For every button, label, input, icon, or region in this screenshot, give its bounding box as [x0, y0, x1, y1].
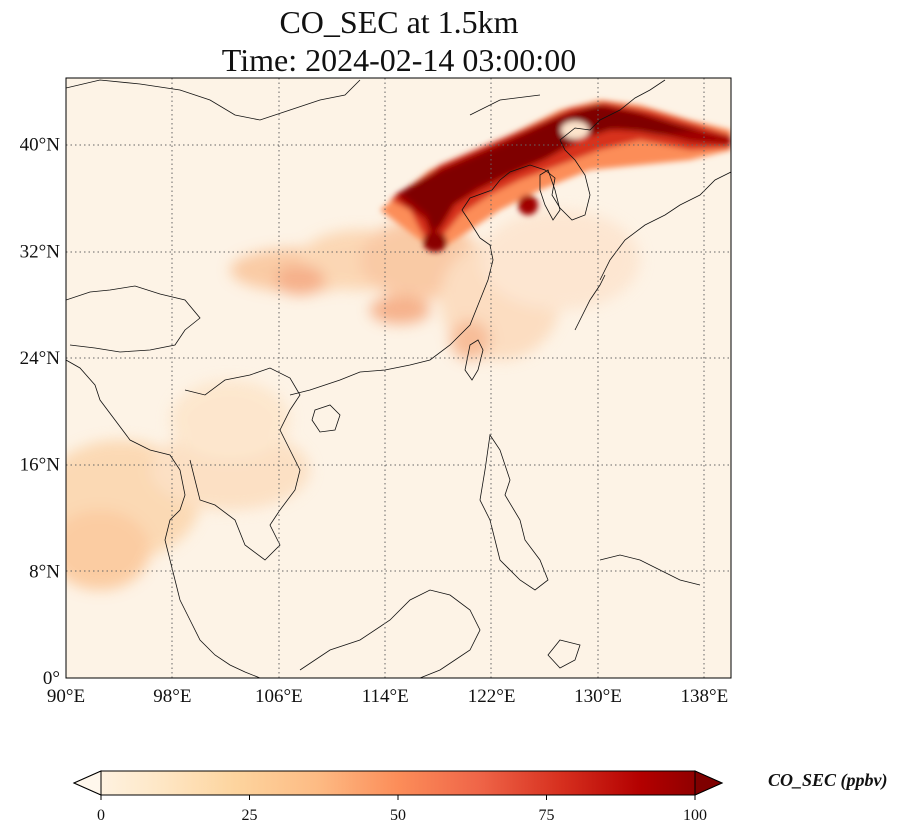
lon-tick-label: 90°E [47, 686, 85, 707]
lat-tick-label: 40°N [20, 135, 61, 156]
lat-tick-label: 8°N [29, 561, 60, 582]
colorbar-title: CO_SEC (ppbv) [768, 770, 888, 790]
coastlines [66, 79, 731, 678]
concentration-field [66, 78, 731, 678]
colorbar-gradient [72, 770, 724, 796]
colorbar-tick-label: 25 [242, 807, 258, 824]
lon-tick-label: 138°E [681, 686, 729, 707]
latitude-tick-labels: 0° 8°N 16°N 24°N 32°N 40°N [20, 135, 61, 689]
colorbar-tick-label: 75 [539, 807, 555, 824]
lon-tick-label: 122°E [468, 686, 516, 707]
colorbar-tick-label: 0 [97, 807, 105, 824]
gridlines [66, 78, 731, 678]
colorbar-tick-label: 50 [390, 807, 406, 824]
longitude-tick-labels: 90°E 98°E 106°E 114°E 122°E 130°E 138°E [47, 686, 728, 707]
lat-tick-label: 24°N [20, 348, 61, 369]
lon-tick-label: 98°E [153, 686, 191, 707]
lon-tick-label: 106°E [255, 686, 303, 707]
lat-tick-label: 0° [43, 668, 60, 689]
map-time-subtitle: Time: 2024-02-14 03:00:00 [221, 42, 577, 78]
map-frame [65, 77, 732, 679]
colorbar-tick-labels: 0 25 50 75 100 [97, 795, 707, 824]
lon-tick-label: 130°E [574, 686, 622, 707]
colorbar-extend-high [694, 770, 724, 796]
colorbar-tick-label: 100 [683, 807, 707, 824]
colorbar: 0 25 50 75 100 [72, 770, 724, 824]
lat-tick-label: 32°N [20, 241, 61, 262]
lon-tick-label: 114°E [362, 686, 409, 707]
map-title: CO_SEC at 1.5km [279, 4, 519, 40]
colorbar-extend-low [72, 770, 102, 796]
lat-tick-label: 16°N [20, 455, 61, 476]
